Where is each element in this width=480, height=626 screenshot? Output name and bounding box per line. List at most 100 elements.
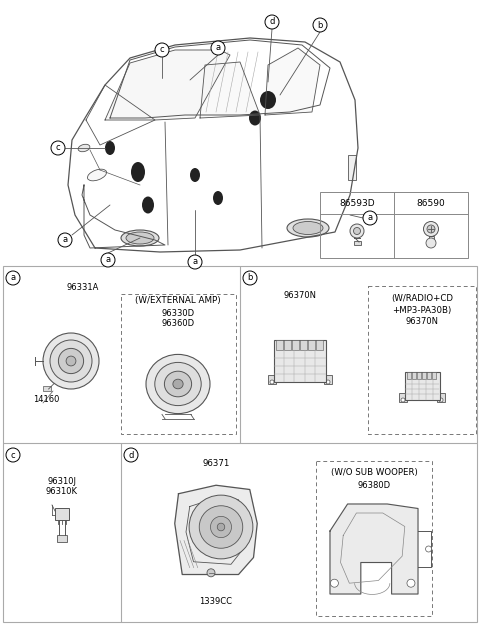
Circle shape bbox=[363, 211, 377, 225]
Ellipse shape bbox=[287, 219, 329, 237]
Bar bbox=[348, 155, 356, 180]
Bar bbox=[284, 340, 291, 350]
Circle shape bbox=[155, 43, 169, 57]
Text: b: b bbox=[247, 274, 252, 282]
Text: +MP3-PA30B): +MP3-PA30B) bbox=[392, 305, 452, 314]
Ellipse shape bbox=[146, 354, 210, 414]
Bar bbox=[43, 386, 51, 391]
Text: c: c bbox=[11, 451, 15, 459]
Bar bbox=[276, 340, 283, 350]
Text: 86593D: 86593D bbox=[339, 198, 375, 207]
Bar bbox=[422, 372, 426, 379]
Circle shape bbox=[188, 255, 202, 269]
Circle shape bbox=[401, 398, 405, 402]
Bar bbox=[417, 372, 421, 379]
Bar bbox=[353, 241, 360, 245]
Bar bbox=[432, 372, 436, 379]
Bar bbox=[316, 461, 432, 616]
Circle shape bbox=[350, 224, 364, 238]
Circle shape bbox=[243, 271, 257, 285]
Bar bbox=[429, 236, 433, 241]
Polygon shape bbox=[175, 485, 257, 575]
Ellipse shape bbox=[173, 379, 183, 389]
Text: b: b bbox=[317, 21, 323, 29]
Bar bbox=[268, 375, 276, 384]
Ellipse shape bbox=[249, 111, 261, 125]
Circle shape bbox=[407, 579, 415, 587]
Ellipse shape bbox=[50, 340, 92, 382]
Bar bbox=[121, 294, 236, 434]
Ellipse shape bbox=[213, 191, 223, 205]
Ellipse shape bbox=[66, 356, 76, 366]
Circle shape bbox=[207, 569, 215, 577]
Ellipse shape bbox=[142, 197, 154, 213]
Polygon shape bbox=[200, 62, 260, 118]
Text: 96310K: 96310K bbox=[46, 486, 78, 496]
Bar bbox=[3, 266, 477, 622]
Circle shape bbox=[427, 225, 435, 233]
Bar bbox=[292, 340, 299, 350]
Bar bbox=[407, 372, 411, 379]
Circle shape bbox=[6, 271, 20, 285]
Ellipse shape bbox=[78, 144, 90, 151]
Polygon shape bbox=[105, 50, 230, 120]
Text: a: a bbox=[367, 213, 372, 222]
Text: d: d bbox=[269, 18, 275, 26]
Ellipse shape bbox=[293, 222, 323, 235]
Polygon shape bbox=[265, 48, 320, 115]
Polygon shape bbox=[330, 504, 418, 594]
Text: 96370N: 96370N bbox=[406, 317, 439, 327]
Circle shape bbox=[6, 448, 20, 462]
Text: d: d bbox=[128, 451, 134, 459]
Ellipse shape bbox=[189, 495, 253, 559]
Circle shape bbox=[58, 233, 72, 247]
Text: a: a bbox=[106, 255, 110, 265]
Ellipse shape bbox=[211, 516, 231, 538]
Text: 96360D: 96360D bbox=[161, 319, 194, 329]
Text: 96310J: 96310J bbox=[48, 476, 76, 486]
Text: 96380D: 96380D bbox=[358, 481, 391, 490]
Text: 1339CC: 1339CC bbox=[200, 597, 232, 607]
Ellipse shape bbox=[43, 333, 99, 389]
Ellipse shape bbox=[126, 232, 154, 244]
Circle shape bbox=[439, 398, 443, 402]
Text: 96370N: 96370N bbox=[284, 292, 316, 300]
Bar bbox=[274, 340, 326, 382]
Circle shape bbox=[265, 15, 279, 29]
Circle shape bbox=[124, 448, 138, 462]
Circle shape bbox=[326, 380, 330, 384]
Text: a: a bbox=[192, 257, 198, 267]
Circle shape bbox=[101, 253, 115, 267]
Text: 14160: 14160 bbox=[33, 394, 60, 404]
Text: (W/RADIO+CD: (W/RADIO+CD bbox=[391, 294, 453, 302]
Circle shape bbox=[51, 141, 65, 155]
Ellipse shape bbox=[105, 141, 115, 155]
Text: a: a bbox=[216, 43, 221, 53]
Ellipse shape bbox=[217, 523, 225, 531]
Ellipse shape bbox=[59, 349, 84, 374]
Ellipse shape bbox=[87, 169, 107, 181]
Text: a: a bbox=[11, 274, 15, 282]
Text: (W/O SUB WOOPER): (W/O SUB WOOPER) bbox=[331, 468, 418, 478]
Bar bbox=[412, 372, 416, 379]
Bar bbox=[316, 340, 323, 350]
Bar bbox=[368, 286, 476, 434]
Ellipse shape bbox=[155, 362, 201, 406]
Ellipse shape bbox=[131, 162, 145, 182]
Bar bbox=[308, 340, 315, 350]
Text: 96371: 96371 bbox=[202, 458, 230, 468]
Bar bbox=[324, 375, 332, 384]
Ellipse shape bbox=[260, 91, 276, 109]
Circle shape bbox=[426, 238, 436, 248]
Bar bbox=[55, 508, 69, 520]
Ellipse shape bbox=[121, 230, 159, 246]
Ellipse shape bbox=[164, 371, 192, 397]
Circle shape bbox=[270, 380, 274, 384]
Circle shape bbox=[211, 41, 225, 55]
Bar bbox=[399, 393, 407, 402]
Bar bbox=[300, 340, 307, 350]
Circle shape bbox=[353, 227, 360, 235]
Circle shape bbox=[313, 18, 327, 32]
Circle shape bbox=[423, 222, 439, 237]
Bar bbox=[57, 535, 67, 542]
